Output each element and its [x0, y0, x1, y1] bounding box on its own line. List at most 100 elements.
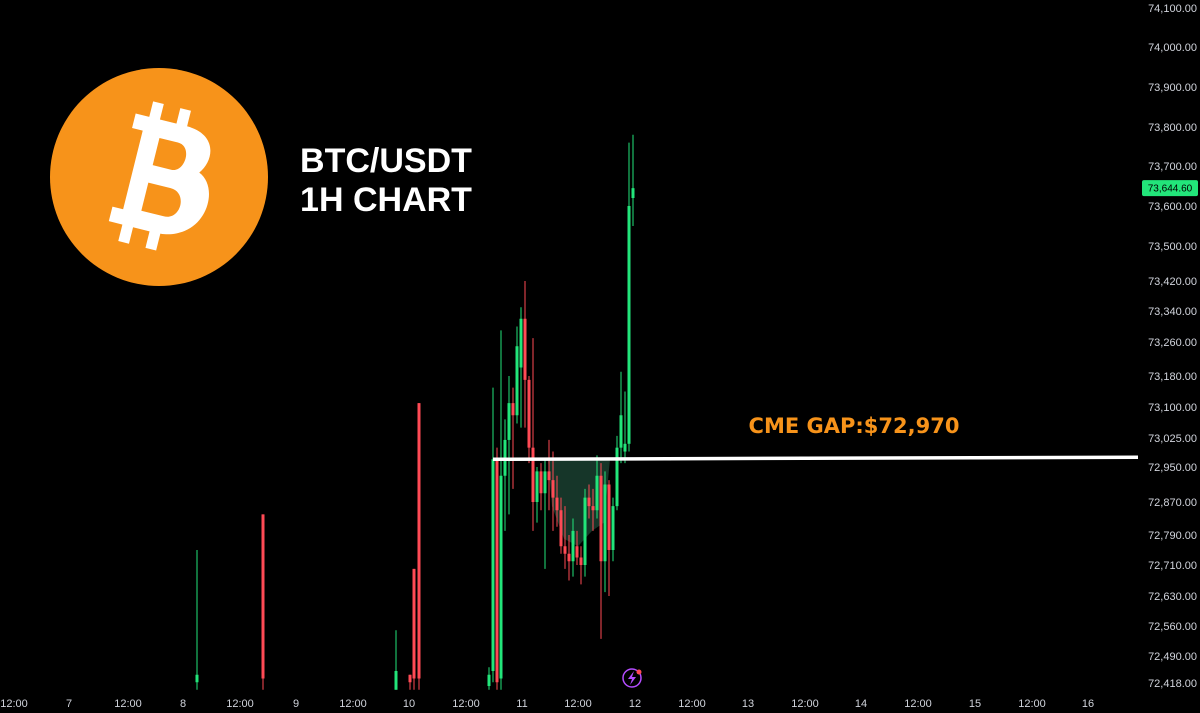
candle-body	[487, 674, 491, 686]
candle	[559, 497, 563, 554]
time-axis-label: 12:00	[0, 698, 28, 710]
candle	[555, 475, 559, 527]
time-axis-label: 12:00	[452, 698, 480, 710]
candle	[547, 439, 551, 511]
price-axis-label: 74,100.00	[1148, 3, 1197, 15]
candle-body	[583, 497, 587, 565]
candle-body	[631, 188, 635, 198]
candle-body	[563, 546, 567, 554]
candle	[499, 330, 503, 690]
candle	[631, 134, 635, 226]
candle-body	[555, 497, 559, 511]
cme-gap-line[interactable]	[492, 455, 1139, 462]
candle	[599, 463, 603, 639]
candle-body	[611, 506, 615, 550]
time-axis-label: 16	[1082, 698, 1094, 710]
candle	[491, 387, 495, 683]
candle-body	[417, 403, 421, 679]
cme-gap-label: CME GAP:$72,970	[749, 414, 960, 438]
time-axis-label: 12:00	[904, 698, 932, 710]
candle	[619, 371, 623, 464]
candle	[394, 630, 398, 690]
candle	[417, 403, 421, 690]
candle	[543, 459, 547, 569]
time-axis-label: 10	[403, 698, 415, 710]
candle	[195, 550, 199, 690]
candle-body	[535, 471, 539, 502]
time-axis-label: 12:00	[1018, 698, 1046, 710]
candle-body	[603, 484, 607, 562]
candle	[591, 488, 595, 531]
candle-body	[543, 471, 547, 494]
candle	[539, 463, 543, 511]
candle	[607, 480, 611, 596]
candle	[587, 484, 591, 519]
candle-body	[607, 484, 611, 550]
candle-body	[491, 459, 495, 671]
candle	[535, 467, 539, 523]
current-price-tag: 73,644.60	[1142, 180, 1198, 197]
candle	[527, 376, 531, 464]
candle-body	[195, 674, 199, 683]
price-axis-label: 72,630.00	[1148, 591, 1197, 603]
time-axis[interactable]: 12:00 7 12:00 8 12:00 9 12:00 10 12:00 11 12:00 12 1…	[0, 698, 1094, 710]
candle-body	[412, 568, 416, 679]
price-axis-label: 72,418.00	[1148, 678, 1197, 690]
price-axis-label: 73,025.00	[1148, 433, 1197, 445]
time-axis-label: 11	[516, 698, 527, 710]
price-axis-label: 73,260.00	[1148, 337, 1197, 349]
time-axis-label: 14	[855, 698, 867, 710]
candle-body	[591, 506, 595, 511]
candle-body	[623, 443, 627, 452]
time-axis-label: 12:00	[339, 698, 367, 710]
price-axis-label: 73,600.00	[1148, 201, 1197, 213]
candle	[507, 376, 511, 515]
candle-body	[531, 447, 535, 502]
time-axis-label: 8	[180, 698, 186, 710]
candle-body	[523, 318, 527, 380]
cme-gap-line-group[interactable]	[492, 455, 1139, 462]
price-axis-label: 73,180.00	[1148, 371, 1197, 383]
time-axis-label: 12:00	[226, 698, 254, 710]
candle-body	[515, 346, 519, 416]
time-axis-label: 15	[969, 698, 981, 710]
candle-body	[507, 403, 511, 440]
candle-body	[587, 497, 591, 507]
candles	[195, 134, 635, 690]
candle	[611, 497, 615, 562]
candle-body	[615, 447, 619, 507]
candle-body	[551, 480, 555, 498]
candle-body	[599, 475, 603, 562]
candle-body	[567, 553, 571, 562]
candle-body	[519, 318, 523, 368]
price-axis[interactable]: 74,100.00 74,000.00 73,900.00 73,800.00 73,7…	[1148, 3, 1197, 690]
candle	[623, 391, 627, 464]
bitcoin-logo-icon	[50, 68, 268, 286]
candle-body	[539, 471, 543, 494]
candle-body	[511, 403, 515, 416]
time-axis-label: 12	[629, 698, 641, 710]
candle	[627, 142, 631, 452]
candle-body	[619, 415, 623, 448]
candle	[408, 674, 412, 690]
time-axis-label: 12:00	[791, 698, 819, 710]
price-axis-label: 72,870.00	[1148, 497, 1197, 509]
price-axis-label: 73,800.00	[1148, 122, 1197, 134]
candle-body	[575, 546, 579, 558]
price-axis-label: 72,950.00	[1148, 462, 1197, 474]
lightning-icon[interactable]	[622, 668, 642, 688]
candle	[511, 387, 515, 489]
current-price-label: 73,644.60	[1148, 184, 1193, 195]
candle	[563, 506, 567, 569]
gap-fill-shape	[548, 459, 610, 547]
candle-body	[495, 459, 499, 683]
candle	[571, 518, 575, 577]
candle	[615, 435, 619, 511]
price-axis-label: 72,790.00	[1148, 530, 1197, 542]
price-axis-label: 72,560.00	[1148, 621, 1197, 633]
candle	[261, 514, 265, 690]
price-axis-label: 73,900.00	[1148, 82, 1197, 94]
candle	[531, 338, 535, 531]
candle	[412, 568, 416, 690]
